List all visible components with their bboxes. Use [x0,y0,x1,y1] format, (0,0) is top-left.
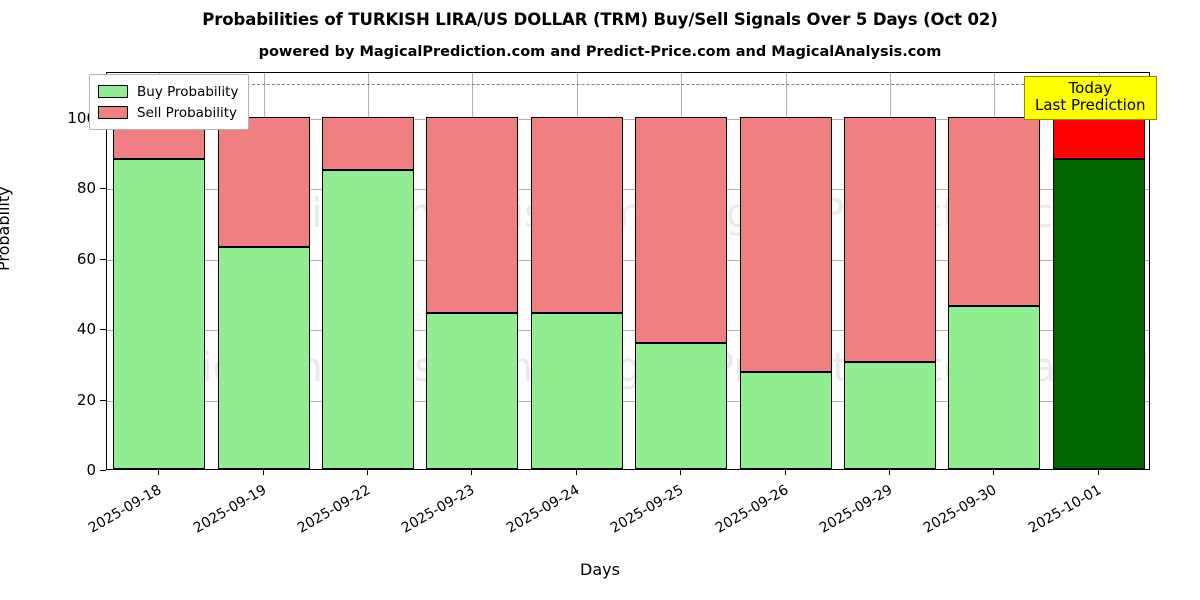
bar-segment-sell[interactable] [948,116,1041,306]
y-axis-tick-label: 60 [76,249,96,268]
x-axis-tick-mark [1098,470,1099,475]
bar-group[interactable] [426,73,519,469]
x-axis-tick-mark [367,470,368,475]
gridline-horizontal [107,330,1149,332]
chart-title: Probabilities of TURKISH LIRA/US DOLLAR … [202,10,998,29]
today-annotation-line2: Last Prediction [1035,95,1146,114]
legend-swatch-icon [98,85,128,98]
x-axis-tick-label: 2025-09-23 [399,482,478,537]
x-axis-tick-label: 2025-09-29 [816,482,896,537]
x-axis-tick-label: 2025-09-25 [608,482,687,537]
y-axis-label: Probability [0,186,13,271]
legend-item: Buy Probability [98,81,238,102]
bar-group[interactable] [844,73,936,469]
bar-segment-sell[interactable] [426,116,519,313]
bar-group[interactable] [1052,73,1145,469]
y-axis-tick-label: 20 [76,390,96,409]
y-axis-tick-mark [100,329,106,331]
y-axis-tick-mark [100,399,106,401]
legend-item: Sell Probability [98,102,238,123]
y-axis-tick-label: 0 [86,461,96,479]
today-last-prediction-annotation: Today Last Prediction [1024,76,1157,120]
bar-segment-buy[interactable] [217,247,310,469]
x-axis-tick-label: 2025-09-24 [503,482,583,537]
x-axis-tick-label: 2025-09-18 [86,482,165,537]
bar-group[interactable] [217,73,310,469]
bar-group[interactable] [635,73,728,469]
x-axis-tick-label: 2025-10-01 [1025,482,1105,537]
bar-group[interactable] [322,73,414,469]
bar-segment-sell[interactable] [217,116,310,248]
chart-legend: Buy Probability Sell Probability [89,74,250,130]
x-axis-tick-mark [576,470,577,475]
legend-swatch-icon [98,106,128,119]
threshold-line [107,83,1149,85]
x-axis-tick-mark [889,470,890,475]
legend-item-label: Sell Probability [137,104,238,121]
gridline-horizontal [107,400,1149,402]
bar-group[interactable] [739,73,832,469]
y-axis-tick-label: 100 [67,108,96,127]
x-axis-tick-mark [158,470,159,475]
x-axis-tick-label: 2025-09-26 [712,482,791,537]
x-axis-label: Days [580,560,620,579]
bar-segment-buy[interactable] [948,305,1041,469]
y-axis-tick-mark [100,188,106,190]
bar-segment-buy[interactable] [739,371,832,469]
x-axis-tick-mark [993,470,994,475]
x-axis-tick-label: 2025-09-30 [921,482,1000,537]
bar-segment-buy[interactable] [113,159,206,469]
bar-segment-sell[interactable] [844,116,936,362]
bar-segment-sell[interactable] [530,116,623,313]
x-axis-tick-label: 2025-09-22 [294,482,374,537]
bar-group[interactable] [113,73,206,469]
x-axis-tick-mark [471,470,472,475]
bar-segment-buy[interactable] [530,312,623,469]
x-axis-tick-mark [785,470,786,475]
y-axis-tick-label: 40 [76,320,96,339]
today-annotation-line1: Today [1068,79,1112,97]
bar-segment-sell[interactable] [739,116,832,372]
bar-segment-buy[interactable] [635,343,728,469]
x-axis-tick-mark [680,470,681,475]
bar-segment-buy[interactable] [1052,159,1145,469]
bar-segment-buy[interactable] [426,312,519,469]
bar-segment-sell[interactable] [1052,116,1145,160]
plot-area: MagicalAnalysis.comMagicalPrediction.com… [106,72,1150,470]
y-axis-tick-mark [100,258,106,260]
x-axis-tick-label: 2025-09-19 [190,482,269,537]
gridline-horizontal [107,118,1149,120]
bar-segment-sell[interactable] [635,116,728,344]
bar-group[interactable] [948,73,1041,469]
chart-subtitle: powered by MagicalPrediction.com and Pre… [258,44,942,60]
legend-item-label: Buy Probability [137,83,239,100]
x-axis-tick-mark [263,470,264,475]
bar-segment-buy[interactable] [844,361,936,469]
bar-segment-buy[interactable] [322,169,414,469]
gridline-horizontal [107,259,1149,261]
bar-segment-sell[interactable] [322,116,414,170]
gridline-horizontal [107,189,1149,191]
y-axis-tick-mark [100,470,106,471]
y-axis-tick-label: 80 [76,179,96,198]
bar-group[interactable] [530,73,623,469]
